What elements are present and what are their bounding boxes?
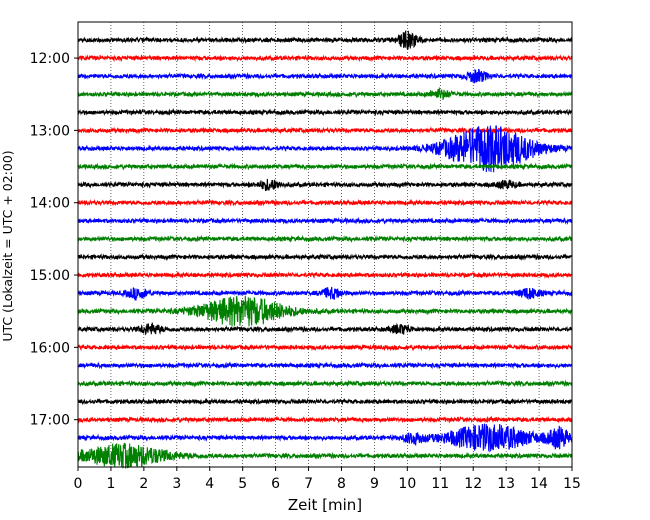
- x-tick-label: 6: [271, 476, 280, 492]
- x-tick-label: 5: [238, 476, 247, 492]
- trace-line: [77, 54, 573, 63]
- trace-line: [77, 361, 573, 370]
- trace-line: [77, 252, 573, 262]
- trace-line: [77, 126, 573, 135]
- y-tick-label: 12:00: [30, 51, 70, 67]
- trace-line: [77, 286, 573, 302]
- trace-line: [77, 86, 573, 100]
- plot-frame: [77, 21, 573, 468]
- trace-line: [77, 343, 573, 352]
- trace-line: [77, 178, 573, 192]
- trace-line: [77, 30, 573, 50]
- x-axis-label: Zeit [min]: [288, 496, 362, 514]
- trace-line: [77, 162, 573, 171]
- trace-line: [77, 271, 573, 279]
- x-tick-label: 15: [563, 476, 581, 492]
- axis-ticks: 0 1 2 3 4 5 6 7 8 9 10 11 12 13 14 1512:0013:0014:0015:…: [30, 51, 581, 492]
- trace-line: [77, 379, 573, 388]
- x-tick-label: 4: [205, 476, 214, 492]
- x-tick-label: 13: [497, 476, 515, 492]
- trace-line: [77, 68, 573, 85]
- x-tick-label: 12: [464, 476, 482, 492]
- x-tick-label: 3: [172, 476, 181, 492]
- trace-line: [77, 108, 573, 117]
- x-tick-label: 14: [530, 476, 548, 492]
- x-tick-label: 9: [370, 476, 379, 492]
- x-tick-label: 7: [304, 476, 313, 492]
- trace-line: [77, 198, 573, 207]
- y-tick-label: 13:00: [30, 123, 70, 139]
- trace-lines: [77, 30, 573, 469]
- y-tick-label: 17:00: [30, 413, 70, 429]
- trace-line: [77, 397, 573, 406]
- trace-line: [77, 234, 573, 243]
- trace-line: [77, 216, 573, 225]
- trace-line: [77, 415, 573, 424]
- trace-line: [77, 125, 573, 173]
- trace-line: [77, 442, 573, 469]
- y-tick-label: 15:00: [30, 268, 70, 284]
- x-tick-label: 2: [139, 476, 148, 492]
- trace-line: [77, 423, 573, 453]
- x-tick-label: 11: [431, 476, 449, 492]
- trace-line: [77, 295, 573, 327]
- x-tick-label: 1: [106, 476, 115, 492]
- x-tick-label: 8: [337, 476, 346, 492]
- trace-line: [77, 322, 573, 336]
- y-tick-label: 16:00: [30, 340, 70, 356]
- grid-lines: [110, 22, 540, 467]
- x-tick-label: 10: [398, 476, 416, 492]
- y-tick-label: 14:00: [30, 196, 70, 212]
- x-tick-label: 0: [74, 476, 83, 492]
- y-axis-label: UTC (Lokalzeit = UTC + 02:00): [0, 150, 15, 341]
